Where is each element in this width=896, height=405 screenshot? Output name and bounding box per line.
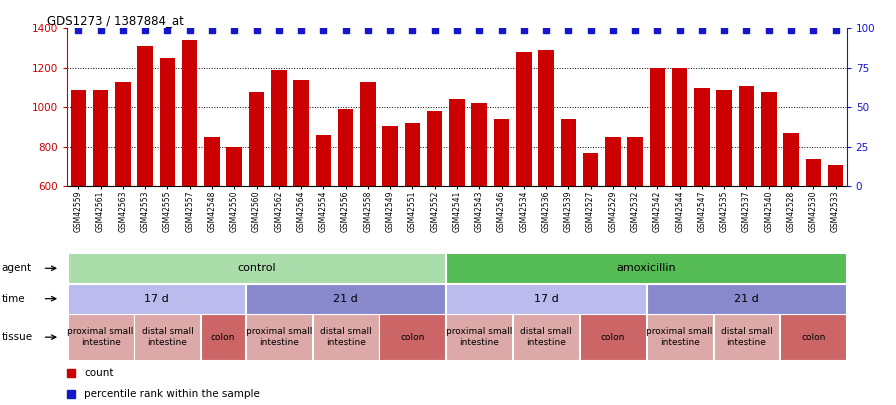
Bar bbox=[204, 137, 220, 186]
Bar bbox=[828, 164, 843, 186]
Bar bbox=[93, 90, 108, 186]
Text: colon: colon bbox=[600, 333, 625, 342]
Text: 17 d: 17 d bbox=[144, 294, 168, 304]
Bar bbox=[426, 111, 443, 186]
Text: agent: agent bbox=[2, 263, 32, 273]
Bar bbox=[315, 135, 332, 186]
Bar bbox=[449, 100, 465, 186]
Bar bbox=[627, 137, 643, 186]
Bar bbox=[446, 314, 513, 360]
Text: distal small
intestine: distal small intestine bbox=[320, 328, 372, 347]
Text: control: control bbox=[237, 263, 276, 273]
Text: 21 d: 21 d bbox=[333, 294, 358, 304]
Bar bbox=[516, 52, 531, 186]
Text: 17 d: 17 d bbox=[534, 294, 558, 304]
Bar bbox=[360, 82, 375, 186]
Text: percentile rank within the sample: percentile rank within the sample bbox=[84, 389, 260, 399]
Bar bbox=[159, 58, 176, 186]
Bar bbox=[115, 82, 131, 186]
Text: distal small
intestine: distal small intestine bbox=[521, 328, 572, 347]
Bar bbox=[761, 92, 777, 186]
Bar bbox=[713, 314, 780, 360]
Bar bbox=[338, 109, 353, 186]
Bar bbox=[561, 119, 576, 186]
Bar bbox=[806, 159, 821, 186]
Bar bbox=[694, 87, 710, 186]
Text: tissue: tissue bbox=[2, 332, 33, 342]
Bar bbox=[738, 85, 754, 186]
Text: GDS1273 / 1387884_at: GDS1273 / 1387884_at bbox=[47, 14, 184, 27]
Bar bbox=[249, 92, 264, 186]
Text: count: count bbox=[84, 368, 114, 378]
Text: proximal small
intestine: proximal small intestine bbox=[446, 328, 513, 347]
Bar bbox=[202, 314, 245, 360]
Bar bbox=[783, 133, 799, 186]
Bar bbox=[67, 254, 445, 283]
Bar bbox=[647, 314, 712, 360]
Text: proximal small
intestine: proximal small intestine bbox=[67, 328, 134, 347]
Bar bbox=[293, 80, 309, 186]
Bar bbox=[383, 126, 398, 186]
Bar bbox=[271, 70, 287, 186]
Bar bbox=[650, 68, 665, 186]
Bar bbox=[513, 314, 579, 360]
Text: 21 d: 21 d bbox=[734, 294, 759, 304]
Bar bbox=[313, 314, 379, 360]
Bar bbox=[538, 50, 554, 186]
Text: distal small
intestine: distal small intestine bbox=[142, 328, 194, 347]
Bar bbox=[580, 314, 646, 360]
Text: proximal small
intestine: proximal small intestine bbox=[246, 328, 312, 347]
Text: proximal small
intestine: proximal small intestine bbox=[647, 328, 713, 347]
Bar bbox=[67, 284, 245, 313]
Bar bbox=[605, 137, 621, 186]
Text: colon: colon bbox=[801, 333, 825, 342]
Bar bbox=[471, 103, 487, 186]
Bar bbox=[405, 123, 420, 186]
Bar bbox=[379, 314, 445, 360]
Bar bbox=[582, 153, 599, 186]
Bar bbox=[246, 284, 445, 313]
Bar bbox=[227, 147, 242, 186]
Bar bbox=[246, 314, 312, 360]
Text: colon: colon bbox=[401, 333, 425, 342]
Bar bbox=[446, 254, 847, 283]
Bar bbox=[672, 68, 687, 186]
Bar bbox=[446, 284, 646, 313]
Bar bbox=[134, 314, 201, 360]
Text: amoxicillin: amoxicillin bbox=[616, 263, 676, 273]
Bar bbox=[494, 119, 509, 186]
Bar bbox=[137, 46, 153, 186]
Bar bbox=[71, 90, 86, 186]
Bar bbox=[717, 90, 732, 186]
Bar bbox=[780, 314, 847, 360]
Text: colon: colon bbox=[211, 333, 236, 342]
Text: time: time bbox=[2, 294, 25, 304]
Bar bbox=[67, 314, 134, 360]
Bar bbox=[182, 40, 197, 186]
Bar bbox=[647, 284, 847, 313]
Text: distal small
intestine: distal small intestine bbox=[720, 328, 772, 347]
